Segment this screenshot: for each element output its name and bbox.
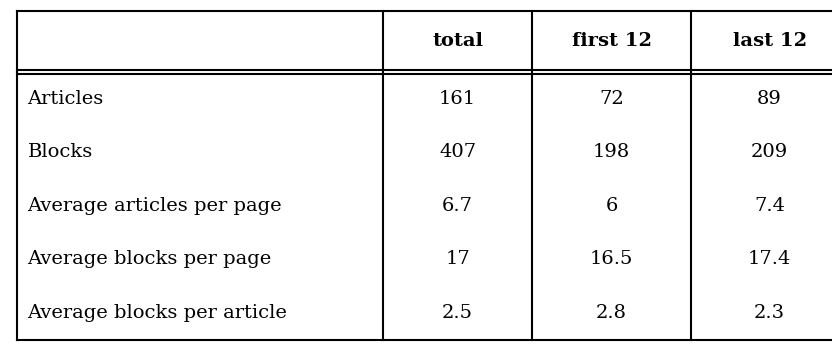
Text: 17: 17 bbox=[445, 250, 470, 269]
Text: Average blocks per page: Average blocks per page bbox=[27, 250, 272, 269]
Text: 198: 198 bbox=[593, 143, 630, 162]
Text: 6: 6 bbox=[606, 197, 617, 215]
Text: 7.4: 7.4 bbox=[754, 197, 785, 215]
Text: 89: 89 bbox=[757, 90, 782, 108]
Text: Articles: Articles bbox=[27, 90, 104, 108]
Text: Average blocks per article: Average blocks per article bbox=[27, 304, 287, 322]
Text: 407: 407 bbox=[439, 143, 476, 162]
Text: 2.8: 2.8 bbox=[596, 304, 627, 322]
Text: total: total bbox=[432, 32, 483, 50]
Text: 2.5: 2.5 bbox=[442, 304, 473, 322]
Text: 17.4: 17.4 bbox=[748, 250, 791, 269]
Text: first 12: first 12 bbox=[572, 32, 651, 50]
Text: 72: 72 bbox=[599, 90, 624, 108]
Text: 161: 161 bbox=[439, 90, 476, 108]
Text: 6.7: 6.7 bbox=[442, 197, 473, 215]
Text: 209: 209 bbox=[751, 143, 788, 162]
Text: 16.5: 16.5 bbox=[590, 250, 633, 269]
Text: Blocks: Blocks bbox=[27, 143, 92, 162]
Text: Average articles per page: Average articles per page bbox=[27, 197, 282, 215]
Text: 2.3: 2.3 bbox=[754, 304, 785, 322]
Text: last 12: last 12 bbox=[732, 32, 807, 50]
